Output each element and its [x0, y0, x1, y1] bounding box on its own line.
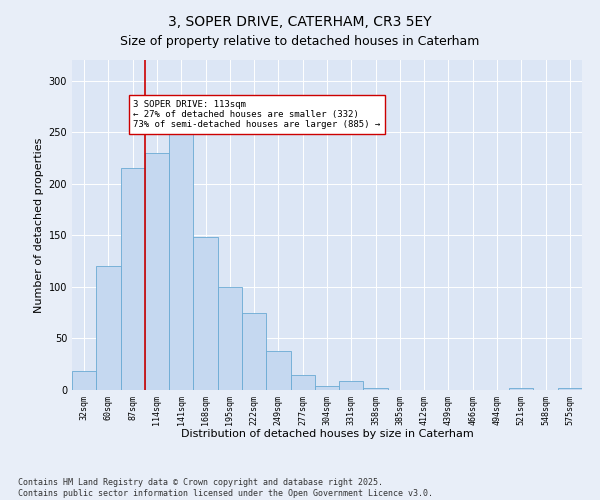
- Bar: [169, 132, 193, 390]
- Bar: [218, 287, 242, 390]
- Y-axis label: Number of detached properties: Number of detached properties: [34, 138, 44, 312]
- Bar: [72, 372, 96, 390]
- Text: Size of property relative to detached houses in Caterham: Size of property relative to detached ho…: [121, 35, 479, 48]
- Bar: [364, 388, 388, 390]
- Bar: [339, 380, 364, 390]
- Bar: [145, 153, 169, 390]
- X-axis label: Distribution of detached houses by size in Caterham: Distribution of detached houses by size …: [181, 429, 473, 439]
- Bar: [266, 351, 290, 390]
- Text: 3, SOPER DRIVE, CATERHAM, CR3 5EY: 3, SOPER DRIVE, CATERHAM, CR3 5EY: [168, 15, 432, 29]
- Text: Contains HM Land Registry data © Crown copyright and database right 2025.
Contai: Contains HM Land Registry data © Crown c…: [18, 478, 433, 498]
- Bar: [558, 388, 582, 390]
- Bar: [242, 312, 266, 390]
- Bar: [96, 266, 121, 390]
- Bar: [290, 374, 315, 390]
- Text: 3 SOPER DRIVE: 113sqm
← 27% of detached houses are smaller (332)
73% of semi-det: 3 SOPER DRIVE: 113sqm ← 27% of detached …: [133, 100, 380, 130]
- Bar: [193, 238, 218, 390]
- Bar: [509, 388, 533, 390]
- Bar: [121, 168, 145, 390]
- Bar: [315, 386, 339, 390]
